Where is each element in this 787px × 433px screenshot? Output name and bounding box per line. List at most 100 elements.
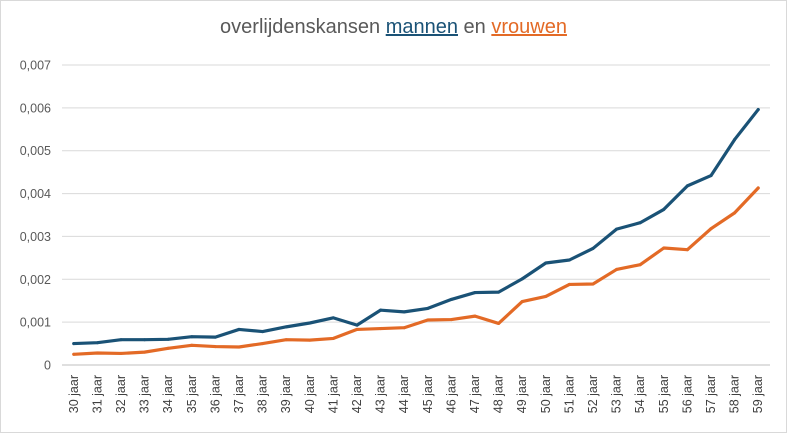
data-point-vrouwen <box>213 345 217 349</box>
x-tick-label: 31 jaar <box>90 375 104 413</box>
data-point-vrouwen <box>426 318 430 322</box>
x-tick-label: 47 jaar <box>468 375 482 413</box>
x-tick-label: 34 jaar <box>161 375 175 413</box>
data-point-mannen <box>261 330 265 334</box>
data-point-mannen <box>662 207 666 211</box>
data-point-vrouwen <box>497 321 501 325</box>
data-point-vrouwen <box>143 350 147 354</box>
data-point-vrouwen <box>733 211 737 215</box>
x-tick-label: 48 jaar <box>492 375 506 413</box>
data-point-mannen <box>756 108 760 112</box>
title-prefix: overlijdenskansen <box>220 16 386 38</box>
data-point-mannen <box>685 184 689 188</box>
series-line-vrouwen <box>72 186 760 356</box>
x-tick-label: 54 jaar <box>633 375 647 413</box>
x-tick-label: 32 jaar <box>114 375 128 413</box>
gridlines <box>62 64 770 366</box>
data-point-mannen <box>284 325 288 329</box>
data-point-mannen <box>143 338 147 342</box>
data-point-vrouwen <box>520 300 524 304</box>
data-point-vrouwen <box>166 346 170 350</box>
data-point-vrouwen <box>190 343 194 347</box>
data-point-mannen <box>473 291 477 295</box>
data-point-mannen <box>119 338 123 342</box>
x-tick-label: 59 jaar <box>751 375 765 413</box>
data-point-mannen <box>709 174 713 178</box>
y-tick-label: 0,004 <box>20 187 51 201</box>
data-point-mannen <box>567 258 571 262</box>
y-tick-label: 0,001 <box>20 316 51 330</box>
x-tick-label: 52 jaar <box>586 375 600 413</box>
data-point-vrouwen <box>544 294 548 298</box>
data-point-vrouwen <box>331 336 335 340</box>
data-point-mannen <box>733 138 737 142</box>
title-middle: en <box>457 16 492 38</box>
data-point-mannen <box>497 290 501 294</box>
data-point-mannen <box>166 337 170 341</box>
x-tick-label: 57 jaar <box>704 375 718 413</box>
data-point-vrouwen <box>449 318 453 322</box>
data-point-vrouwen <box>473 314 477 318</box>
x-tick-label: 46 jaar <box>444 375 458 413</box>
y-tick-label: 0,007 <box>20 59 51 73</box>
data-point-vrouwen <box>237 345 241 349</box>
data-point-vrouwen <box>615 267 619 271</box>
data-point-vrouwen <box>709 227 713 231</box>
data-point-mannen <box>72 342 76 346</box>
data-point-mannen <box>190 335 194 339</box>
title-women-word: vrouwen <box>491 16 567 38</box>
x-tick-label: 30 jaar <box>67 375 81 413</box>
y-axis-ticks: 0 0,001 0,002 0,003 0,004 0,005 0,006 0,007 <box>20 59 51 373</box>
data-point-mannen <box>213 335 217 339</box>
y-tick-label: 0,003 <box>20 230 51 244</box>
x-tick-label: 55 jaar <box>657 375 671 413</box>
title-men-word: mannen <box>385 16 458 38</box>
x-tick-label: 43 jaar <box>374 375 388 413</box>
data-point-mannen <box>355 323 359 327</box>
data-point-mannen <box>615 227 619 231</box>
x-tick-label: 49 jaar <box>515 375 529 413</box>
data-point-mannen <box>331 316 335 320</box>
x-tick-label: 50 jaar <box>539 375 553 413</box>
data-point-mannen <box>308 321 312 325</box>
y-tick-label: 0,002 <box>20 273 51 287</box>
data-point-mannen <box>379 308 383 312</box>
data-point-mannen <box>449 297 453 301</box>
data-point-vrouwen <box>379 327 383 331</box>
data-point-vrouwen <box>756 186 760 190</box>
data-point-mannen <box>426 306 430 310</box>
data-point-mannen <box>520 277 524 281</box>
series-lines <box>72 107 760 356</box>
y-tick-label: 0,006 <box>20 101 51 115</box>
x-tick-label: 41 jaar <box>326 375 340 413</box>
data-point-mannen <box>402 310 406 314</box>
data-point-vrouwen <box>355 327 359 331</box>
data-point-vrouwen <box>402 326 406 330</box>
x-tick-label: 51 jaar <box>562 375 576 413</box>
data-point-vrouwen <box>72 352 76 356</box>
x-tick-label: 58 jaar <box>728 375 742 413</box>
data-point-vrouwen <box>261 342 265 346</box>
y-tick-label: 0,005 <box>20 144 51 158</box>
x-tick-label: 44 jaar <box>397 375 411 413</box>
x-axis-ticks: 30 jaar 31 jaar 32 jaar 33 jaar 34 jaar 35 ja… <box>67 375 765 413</box>
data-point-vrouwen <box>591 282 595 286</box>
data-point-mannen <box>638 221 642 225</box>
data-point-vrouwen <box>567 282 571 286</box>
data-point-vrouwen <box>284 338 288 342</box>
x-tick-label: 37 jaar <box>232 375 246 413</box>
data-point-vrouwen <box>685 248 689 252</box>
data-point-mannen <box>591 246 595 250</box>
data-point-vrouwen <box>308 338 312 342</box>
chart-title: overlijdenskansen mannen en vrouwen <box>0 16 787 39</box>
data-point-vrouwen <box>119 351 123 355</box>
data-point-vrouwen <box>95 351 99 355</box>
data-point-vrouwen <box>638 263 642 267</box>
data-point-vrouwen <box>662 246 666 250</box>
x-tick-label: 36 jaar <box>208 375 222 413</box>
x-tick-label: 35 jaar <box>185 375 199 413</box>
data-point-mannen <box>95 341 99 345</box>
y-tick-label: 0 <box>44 359 51 373</box>
